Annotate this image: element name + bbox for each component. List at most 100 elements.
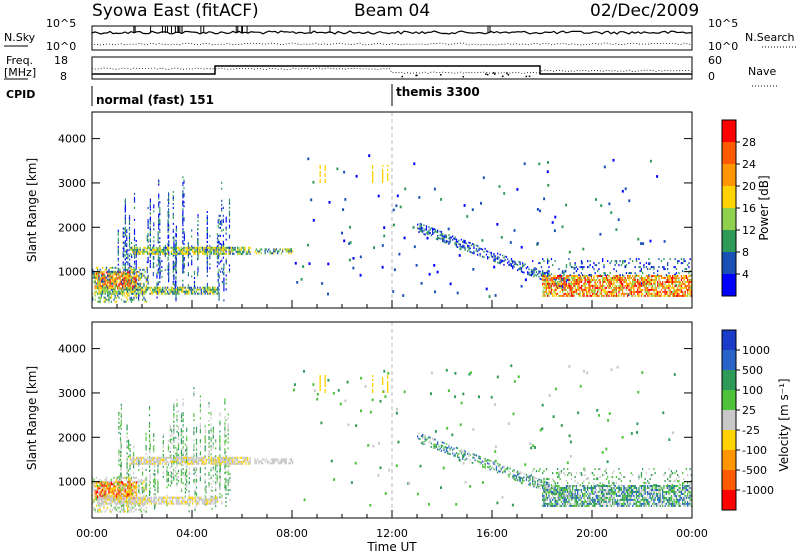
range-gate-cell: [167, 439, 169, 442]
range-gate-cell: [174, 292, 176, 295]
range-gate-cell: [206, 269, 208, 271]
range-gate-cell: [668, 272, 670, 275]
range-gate-cell: [687, 292, 689, 295]
range-gate-cell: [653, 266, 655, 269]
range-gate-cell: [172, 190, 174, 193]
range-gate-cell: [423, 229, 425, 232]
range-gate-cell: [182, 217, 184, 220]
range-gate-cell: [219, 226, 221, 229]
range-gate-cell: [685, 294, 688, 297]
range-gate-cell: [214, 290, 216, 293]
range-gate-cell: [204, 437, 206, 440]
range-gate-cell: [279, 248, 281, 251]
range-gate-cell: [574, 282, 576, 285]
range-gate-cell: [219, 482, 221, 485]
range-gate-cell: [227, 473, 229, 476]
range-gate-cell: [167, 246, 169, 249]
range-gate-cell: [610, 292, 613, 295]
range-gate-cell: [189, 286, 191, 289]
range-gate-cell: [462, 246, 464, 249]
y-tick-label: 4000: [58, 133, 86, 146]
range-gate-cell: [485, 250, 488, 252]
range-gate-cell: [145, 300, 148, 303]
range-gate-cell: [129, 449, 131, 452]
range-gate-cell: [119, 452, 122, 455]
range-gate-cell: [109, 277, 111, 280]
range-gate-cell: [216, 237, 218, 240]
range-gate-cell: [493, 260, 495, 262]
range-gate-cell: [608, 290, 610, 293]
range-gate-cell: [648, 292, 650, 295]
range-gate-cell: [563, 282, 565, 285]
nave-tick-top: 60: [708, 54, 722, 67]
range-gate-cell: [624, 187, 627, 191]
range-gate-cell: [172, 194, 174, 197]
range-gate-cell: [99, 510, 101, 513]
range-gate-cell: [153, 485, 155, 488]
range-gate-cell: [94, 290, 96, 293]
range-gate-cell: [590, 288, 593, 291]
range-gate-cell: [174, 256, 176, 259]
range-gate-cell: [103, 270, 105, 273]
range-gate-cell: [640, 275, 643, 277]
range-gate-cell: [600, 286, 603, 289]
range-gate-cell: [119, 474, 122, 477]
range-gate-cell: [219, 484, 221, 487]
range-gate-cell: [687, 294, 689, 297]
range-gate-cell: [647, 281, 649, 283]
range-gate-cell: [654, 292, 656, 295]
range-gate-cell: [572, 294, 574, 297]
range-gate-cell: [133, 196, 136, 199]
range-gate-cell: [179, 252, 181, 255]
range-gate-cell: [500, 236, 503, 239]
range-gate-cell: [100, 491, 103, 494]
range-gate-cell: [473, 245, 475, 248]
range-gate-cell: [173, 408, 175, 411]
range-gate-cell: [158, 225, 160, 228]
range-gate-cell: [123, 284, 125, 287]
range-gate-cell: [175, 229, 177, 232]
range-gate-cell: [153, 210, 155, 213]
colorbar-swatch: [722, 186, 736, 209]
range-gate-cell: [162, 453, 164, 456]
range-gate-cell: [674, 281, 676, 283]
range-gate-cell: [197, 246, 199, 249]
range-gate-cell: [612, 292, 614, 295]
range-gate-cell: [104, 274, 106, 277]
range-gate-cell: [129, 447, 131, 450]
range-gate-cell: [134, 288, 136, 291]
range-gate-cell: [168, 268, 170, 271]
range-gate-cell: [650, 277, 653, 279]
range-gate-cell: [197, 238, 199, 241]
range-gate-cell: [200, 292, 202, 295]
range-gate-cell: [167, 477, 169, 480]
range-gate-cell: [227, 483, 229, 486]
range-gate-cell: [157, 239, 159, 242]
range-gate-cell: [132, 272, 134, 275]
range-gate-cell: [149, 212, 151, 215]
range-gate-cell: [182, 418, 184, 421]
range-gate-cell: [221, 199, 223, 202]
range-gate-cell: [218, 246, 220, 249]
range-gate-cell: [679, 294, 681, 297]
range-gate-cell: [563, 277, 565, 279]
range-gate-cell: [146, 237, 148, 240]
range-gate-cell: [597, 288, 599, 291]
range-gate-cell: [158, 217, 160, 220]
range-gate-cell: [149, 266, 151, 268]
range-gate-cell: [578, 281, 580, 283]
range-gate-cell: [148, 494, 151, 496]
range-gate-cell: [673, 275, 675, 277]
range-gate-cell: [197, 250, 199, 253]
range-gate-cell: [132, 248, 134, 251]
range-gate-cell: [192, 246, 194, 249]
range-gate-cell: [540, 266, 543, 269]
range-gate-cell: [168, 192, 170, 195]
range-gate-cell: [210, 290, 212, 293]
range-gate-cell: [553, 277, 555, 279]
range-gate-cell: [153, 286, 155, 289]
range-gate-cell: [197, 242, 199, 245]
range-gate-cell: [434, 290, 436, 294]
range-gate-cell: [219, 220, 221, 223]
